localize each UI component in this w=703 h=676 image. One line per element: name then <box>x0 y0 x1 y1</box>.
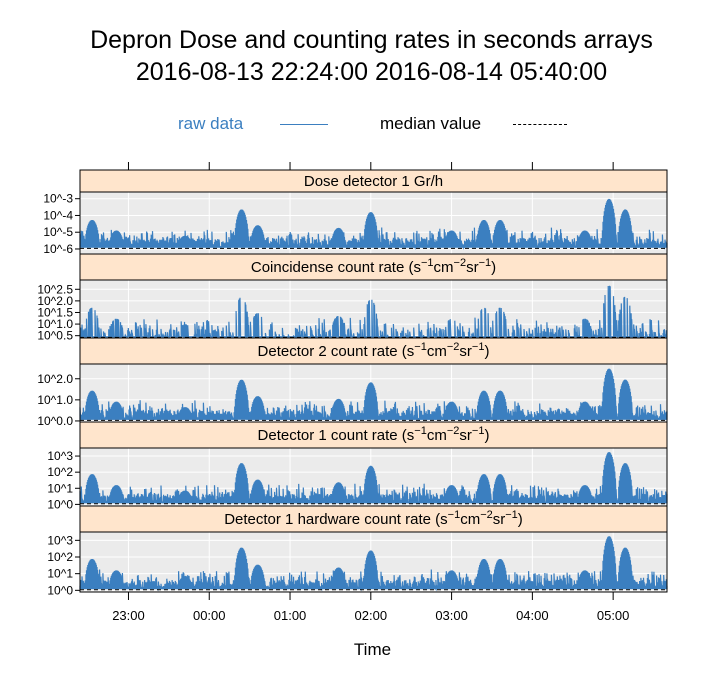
y-tick-label: 10^1.0 <box>37 317 73 331</box>
panel-strip <box>79 421 668 449</box>
panel-strip-title: Dose detector 1 Gr/h <box>304 173 443 190</box>
legend-raw-data-line <box>280 124 328 125</box>
raw-data-series <box>79 368 668 421</box>
x-tick-label-5: 04:00 <box>516 608 549 623</box>
panel-strip <box>79 253 668 281</box>
x-tick-label-0: 23:00 <box>112 608 145 623</box>
y-tick-label: 10^1 <box>47 481 73 495</box>
raw-data-series <box>79 198 668 250</box>
y-tick-label: 10^-5 <box>43 225 73 239</box>
legend-median-value-label: median value <box>380 114 482 133</box>
y-tick-label: 10^1 <box>47 567 73 581</box>
panel-strip <box>79 505 668 533</box>
raw-data-series <box>79 452 668 504</box>
y-tick-label: 10^0.0 <box>37 414 73 428</box>
y-tick-label: 10^2 <box>47 465 73 479</box>
y-tick-label: 10^2.0 <box>37 372 73 386</box>
x-tick-label-1: 00:00 <box>193 608 226 623</box>
panel-strip-title: Detector 2 count rate (s−1cm−2sr−1) <box>258 341 490 360</box>
panel-3: 10^3 10^2 10^1 10^0 Detector 1 count rate (s… <box>47 421 668 511</box>
x-axis-label: Time <box>353 640 392 659</box>
panel-strip-title: Detector 1 hardware count rate (s−1cm−2s… <box>224 509 523 528</box>
panel-4: 10^3 10^2 10^1 10^0 Detector 1 hardware coun… <box>47 505 668 597</box>
y-tick-label: 10^0 <box>47 497 73 511</box>
raw-data-series <box>79 536 668 592</box>
y-tick-label: 10^-4 <box>43 208 73 222</box>
x-tick-label-3: 02:00 <box>355 608 388 623</box>
y-tick-label: 10^1.0 <box>37 393 73 407</box>
y-tick-label: 10^1.5 <box>37 305 73 319</box>
panel-0: 10^-3 10^-4 10^-5 10^-6 Dose detector 1 Gr/h <box>43 169 668 256</box>
chart-title: Depron Dose and counting rates in second… <box>90 26 653 54</box>
y-tick-label: 10^2 <box>47 550 73 564</box>
x-tick-label-2: 01:00 <box>274 608 307 623</box>
panel-strip-title: Coincidense count rate (s−1cm−2sr−1) <box>251 257 496 276</box>
panel-2: 10^2.0 10^1.0 10^0.0 Detector 2 count rate … <box>37 337 668 428</box>
y-tick-label: 10^2.0 <box>37 294 73 308</box>
y-tick-label: 10^0 <box>47 583 73 597</box>
y-tick-label: 10^0.5 <box>37 329 73 343</box>
y-tick-label: 10^-6 <box>43 242 73 256</box>
raw-data-series <box>79 285 668 338</box>
panel-border <box>79 505 668 593</box>
x-tick-label-4: 03:00 <box>435 608 468 623</box>
y-tick-label: 10^3 <box>47 533 73 547</box>
y-tick-label: 10^3 <box>47 449 73 463</box>
y-tick-label: 10^-3 <box>43 192 73 206</box>
x-tick-label-6: 05:00 <box>597 608 630 623</box>
legend-median-value-line <box>513 124 567 125</box>
legend-raw-data-label: raw data <box>178 114 244 133</box>
panel-1: 10^2.510^2.010^1.510^1.010^0.5 Coincidens… <box>37 253 668 343</box>
legend: raw data median value <box>0 112 703 136</box>
panel-strip <box>79 337 668 365</box>
chart-subtitle: 2016-08-13 22:24:00 2016-08-14 05:40:00 <box>135 58 608 86</box>
y-tick-label: 10^2.5 <box>37 282 73 296</box>
panel-strip-title: Detector 1 count rate (s−1cm−2sr−1) <box>258 425 490 444</box>
